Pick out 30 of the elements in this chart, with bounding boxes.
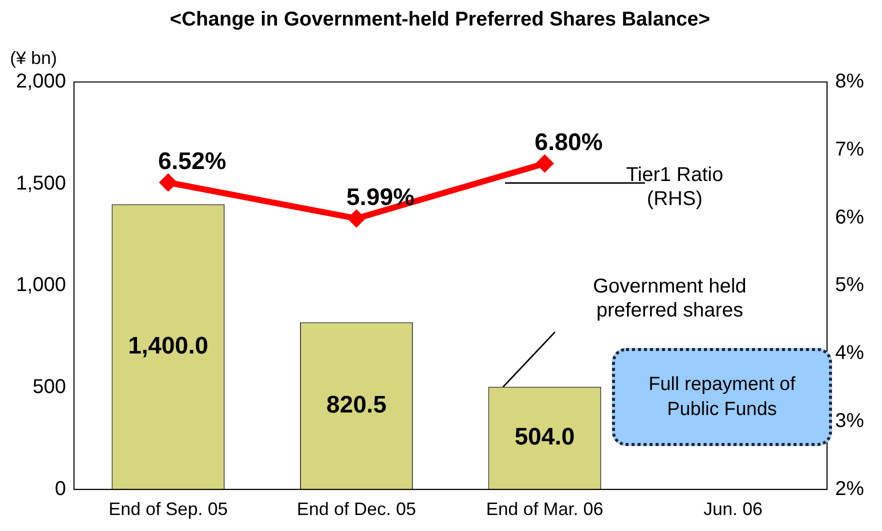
x-tick-label: End of Mar. 06 xyxy=(486,499,604,520)
y-tick-label: 1,000 xyxy=(16,274,66,296)
x-tick-label: End of Sep. 05 xyxy=(108,499,228,520)
y2-tick-label: 6% xyxy=(835,206,864,228)
y2-tick-label: 2% xyxy=(835,478,864,500)
y-tick-label: 500 xyxy=(32,376,66,398)
y2-tick-label: 8% xyxy=(835,70,864,93)
y-tick-label: 1,500 xyxy=(16,172,66,194)
point xyxy=(348,210,364,226)
text: Tier1 Ratio (RHS) xyxy=(626,164,724,210)
y-tick-label: 0 xyxy=(54,478,66,500)
chart-title: <Change in Government-held Preferred Shares Balance> xyxy=(170,8,710,31)
y2-tick-label: 7% xyxy=(835,138,864,160)
y-tick-label: 2,000 xyxy=(16,70,66,93)
y2-tick-label: 3% xyxy=(835,410,864,432)
speech-bubble: Full repayment of Public Funds xyxy=(612,348,832,446)
point xyxy=(536,155,553,172)
y2-tick-label: 5% xyxy=(835,274,864,296)
data-label: 6.80% xyxy=(534,129,603,156)
y2-tick-label: 4% xyxy=(835,342,864,364)
x-tick-label: Jun. 06 xyxy=(703,499,762,520)
data-label: 1,400.0 xyxy=(128,332,208,360)
y-axis-title: (¥ bn) xyxy=(10,48,58,68)
text: Government held preferred shares xyxy=(592,275,746,322)
x-tick-label: End of Dec. 05 xyxy=(296,499,416,520)
data-label: 504.0 xyxy=(514,424,575,451)
data-label: 6.52% xyxy=(158,148,226,176)
point xyxy=(160,174,176,190)
data-label: 820.5 xyxy=(326,391,386,418)
data-label: 5.99% xyxy=(346,184,414,212)
